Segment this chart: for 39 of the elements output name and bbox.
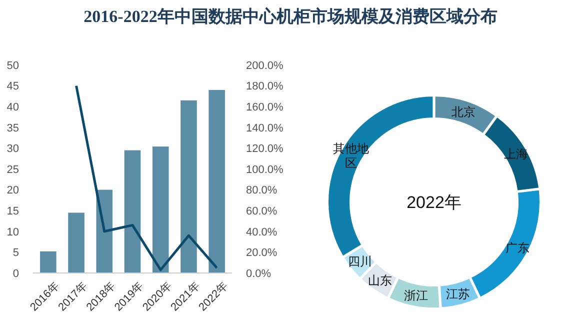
- y-tick-label: 45: [6, 80, 19, 93]
- bar: [152, 146, 169, 273]
- slice-label: 四川: [348, 254, 372, 269]
- y2-tick-label: 0.0%: [246, 268, 272, 280]
- slice-label: 上海: [504, 147, 528, 162]
- y-tick-label: 10: [6, 226, 19, 238]
- bar: [96, 190, 113, 273]
- y-tick-label: 0: [12, 268, 19, 280]
- bar: [208, 90, 225, 273]
- y2-tick-label: 40.0%: [246, 226, 278, 238]
- y2-tick-label: 200.0%: [246, 60, 284, 72]
- y2-tick-label: 180.0%: [246, 80, 284, 93]
- y2-tick-label: 120.0%: [246, 143, 284, 156]
- y2-tick-label: 160.0%: [246, 101, 284, 114]
- y-tick-label: 30: [6, 143, 19, 156]
- y2-tick-label: 80.0%: [246, 184, 278, 197]
- y2-tick-label: 100.0%: [246, 164, 284, 176]
- bar: [68, 212, 84, 273]
- y2-tick-label: 60.0%: [246, 205, 278, 218]
- text: 2016-2022年中国数据中心机柜市场规模及消费区域分布: [84, 7, 498, 26]
- bar: [124, 150, 141, 273]
- y-tick-label: 20: [6, 184, 19, 197]
- y2-tick-label: 140.0%: [246, 122, 284, 134]
- y-tick-label: 5: [12, 247, 19, 260]
- y-tick-label: 25: [6, 164, 19, 176]
- slice-label: 广东: [505, 240, 530, 255]
- y-tick-label: 35: [6, 122, 19, 134]
- slice-label: 浙江: [404, 288, 428, 302]
- bar: [40, 251, 56, 273]
- slice-label: 山东: [368, 273, 392, 288]
- line-series: [75, 84, 218, 272]
- bar: [180, 100, 197, 273]
- y-tick-label: 40: [6, 101, 19, 114]
- y-tick-label: 50: [6, 60, 19, 72]
- text: 2022年: [406, 192, 462, 212]
- slice-label: 北京: [451, 104, 476, 119]
- y2-tick-label: 20.0%: [246, 247, 278, 260]
- slice-label: 江苏: [446, 287, 470, 302]
- y-tick-label: 15: [6, 205, 19, 218]
